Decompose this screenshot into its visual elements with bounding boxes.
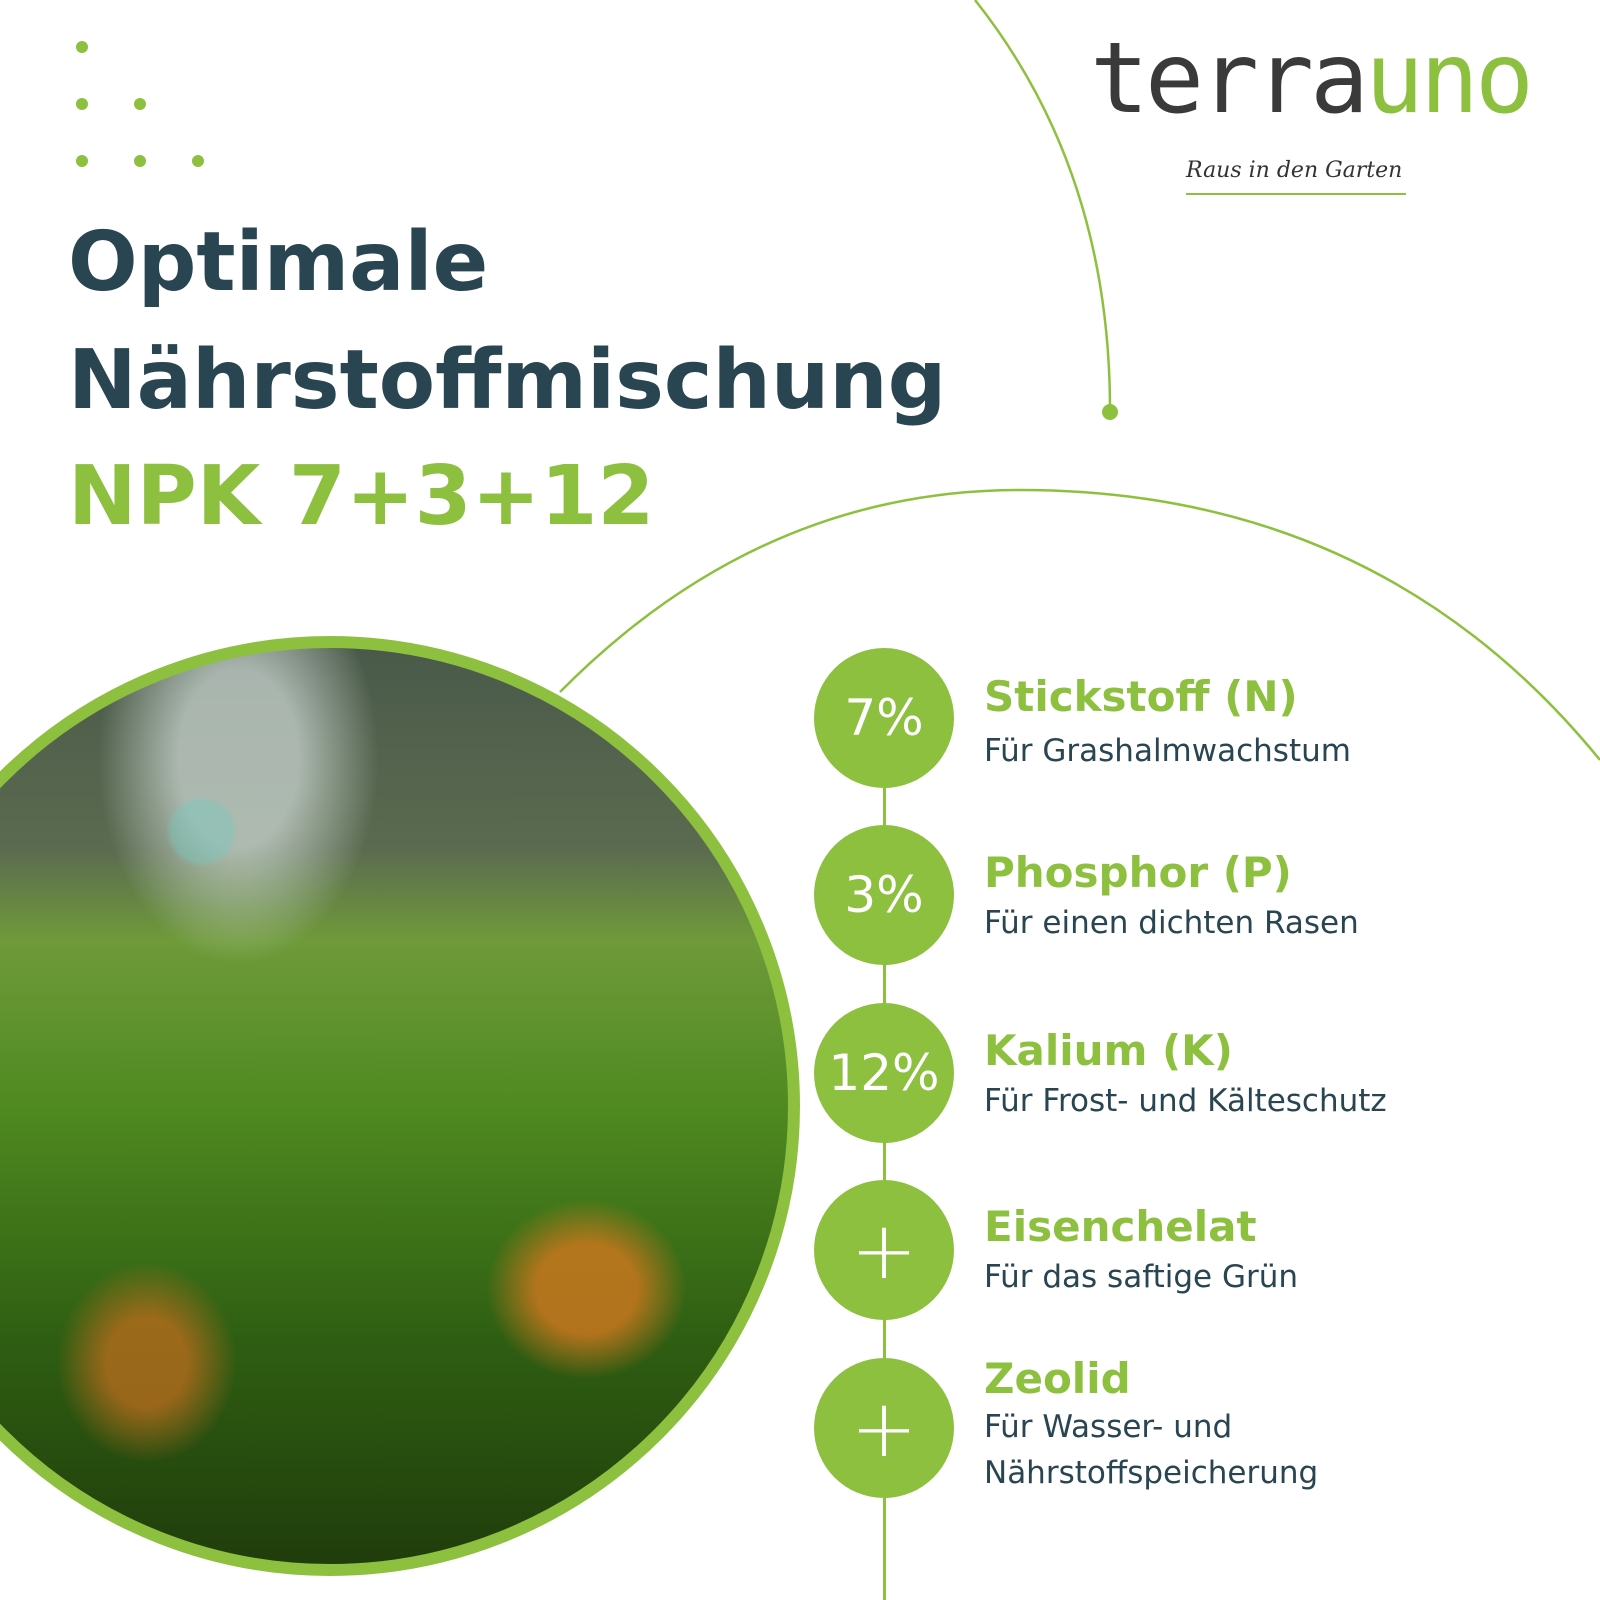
nutrient-name: Stickstoff (N) (984, 672, 1298, 721)
npk-ratio: NPK 7+3+12 (68, 449, 655, 544)
nutrient-name: Kalium (K) (984, 1026, 1233, 1075)
timeline-line (883, 718, 886, 1600)
nutrient-description: Für das saftige Grün (984, 1259, 1299, 1295)
headline-line1: Optimale (68, 215, 489, 310)
nutrient-name: Eisenchelat (984, 1202, 1257, 1251)
lawn-photo-frame (0, 636, 800, 1576)
nutrient-description-line2: Nährstoffspeicherung (984, 1455, 1319, 1491)
headline-line2: Nährstoffmischung (68, 333, 947, 428)
nutrient-name: Phosphor (P) (984, 848, 1292, 897)
lawn-photo (0, 636, 800, 1576)
arc-end-dot (1102, 404, 1118, 420)
right-arc (559, 488, 1600, 761)
logo-tagline: Raus in den Garten (1186, 158, 1403, 183)
plus-icon: + (814, 1358, 954, 1498)
top-arc (974, 0, 1112, 411)
badge-nitrogen: 7% (814, 648, 954, 788)
nutrient-description: Für einen dichten Rasen (984, 905, 1359, 941)
nutrient-name: Zeolid (984, 1354, 1131, 1403)
nutrient-description: Für Frost- und Kälteschutz (984, 1083, 1387, 1119)
logo-terra: terra (1090, 22, 1369, 136)
nutrient-description-line1: Für Wasser- und (984, 1409, 1233, 1445)
nutrient-description: Für Grashalmwachstum (984, 733, 1351, 769)
plus-icon: + (814, 1180, 954, 1320)
badge-kalium: 12% (814, 1003, 954, 1143)
brand-logo: terrauno Raus in den Garten (1090, 30, 1534, 210)
logo-uno: uno (1365, 22, 1534, 136)
badge-phosphor: 3% (814, 825, 954, 965)
